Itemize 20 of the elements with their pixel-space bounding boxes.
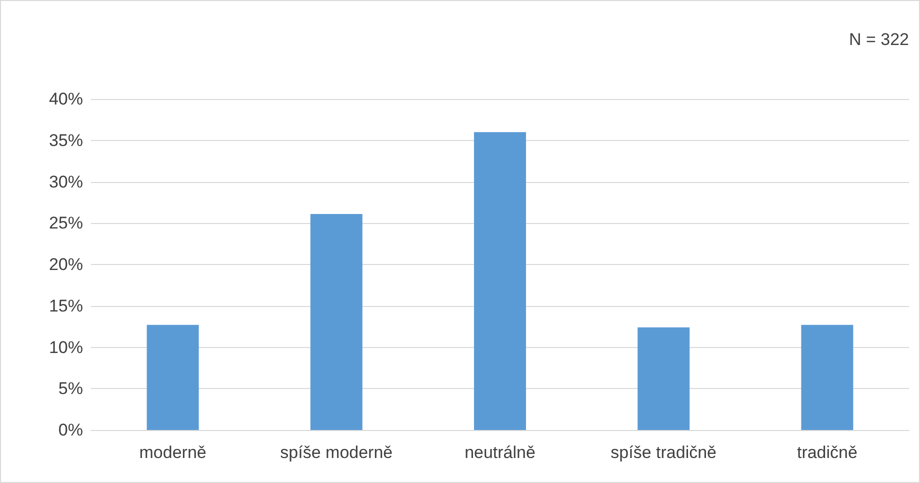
bar <box>146 324 199 430</box>
y-tick-label: 35% <box>48 130 83 150</box>
x-tick-label: moderně <box>139 443 206 462</box>
x-tick-label: neutrálně <box>464 443 536 462</box>
y-tick-label: 40% <box>48 90 83 108</box>
x-tick-label: tradičně <box>796 443 858 462</box>
y-tick-label: 25% <box>48 214 83 233</box>
bar <box>638 327 690 430</box>
x-tick-label: spíše moderně <box>280 443 393 462</box>
y-tick-label: 10% <box>48 338 83 357</box>
text: N = 322 <box>848 30 909 49</box>
y-tick-label: 0% <box>58 420 83 440</box>
y-tick-label: 30% <box>48 172 83 192</box>
bar <box>310 214 362 430</box>
y-tick-label: 15% <box>48 296 83 316</box>
bar <box>801 324 854 430</box>
bar <box>474 132 526 430</box>
y-tick-label: 5% <box>58 379 83 398</box>
y-tick-label: 20% <box>48 255 83 274</box>
x-tick-label: spíše tradičně <box>610 443 717 462</box>
